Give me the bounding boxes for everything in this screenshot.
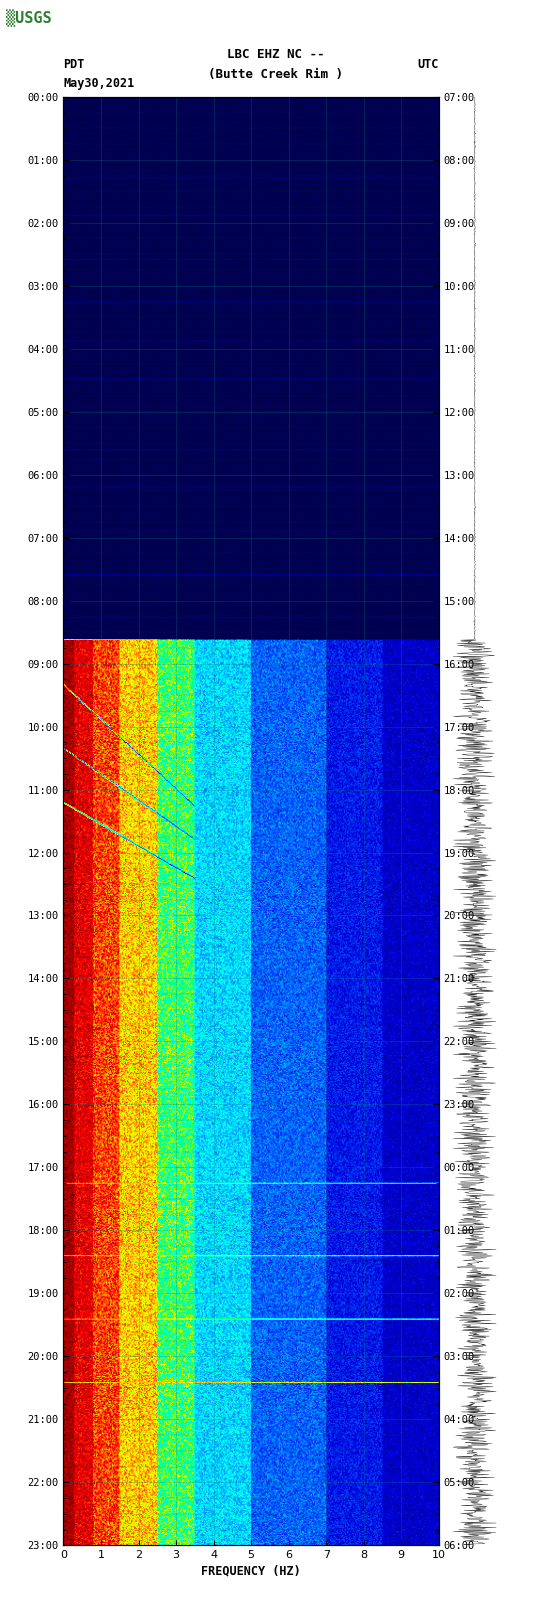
X-axis label: FREQUENCY (HZ): FREQUENCY (HZ) [201, 1565, 301, 1578]
Text: LBC EHZ NC --: LBC EHZ NC -- [227, 48, 325, 61]
Text: UTC: UTC [417, 58, 439, 71]
Text: (Butte Creek Rim ): (Butte Creek Rim ) [209, 68, 343, 81]
Text: May30,2021: May30,2021 [63, 77, 135, 90]
Text: ▒USGS: ▒USGS [6, 10, 51, 27]
Text: PDT: PDT [63, 58, 85, 71]
